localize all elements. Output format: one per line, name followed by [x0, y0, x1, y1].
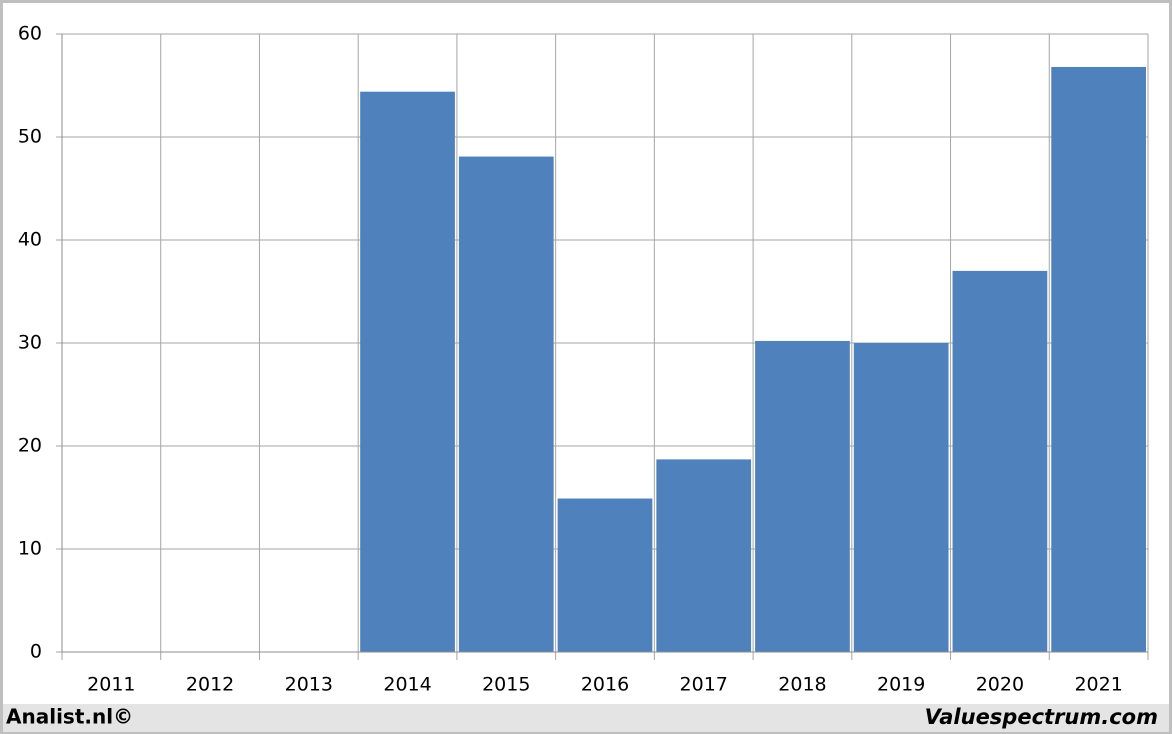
x-tick-label: 2013 — [285, 674, 333, 696]
y-tick-label: 10 — [18, 538, 42, 560]
bar — [656, 459, 752, 652]
y-tick-label: 0 — [30, 641, 42, 663]
y-tick-label: 50 — [18, 126, 42, 148]
x-tick-label: 2015 — [482, 674, 530, 696]
y-tick-label: 40 — [18, 229, 42, 251]
bar — [853, 343, 949, 652]
bar — [360, 91, 455, 653]
footer-right: Valuespectrum.com — [925, 705, 1158, 729]
footer-left: Analist.nl© — [6, 705, 133, 729]
x-tick-label: 2018 — [778, 674, 826, 696]
bar — [755, 340, 850, 652]
bar — [458, 156, 554, 652]
bar — [557, 498, 653, 652]
x-tick-label: 2016 — [581, 674, 629, 696]
x-tick-label: 2011 — [87, 674, 135, 696]
footer-bar — [3, 704, 1169, 732]
x-tick-label: 2017 — [680, 674, 728, 696]
y-tick-label: 30 — [18, 332, 42, 354]
x-tick-label: 2020 — [976, 674, 1024, 696]
y-tick-label: 20 — [18, 435, 42, 457]
x-tick-label: 2019 — [877, 674, 925, 696]
y-tick-label: 60 — [18, 23, 42, 45]
x-tick-label: 2014 — [383, 674, 431, 696]
x-tick-label: 2021 — [1074, 674, 1122, 696]
x-tick-label: 2012 — [186, 674, 234, 696]
bar — [952, 270, 1048, 652]
bar — [1051, 66, 1146, 652]
